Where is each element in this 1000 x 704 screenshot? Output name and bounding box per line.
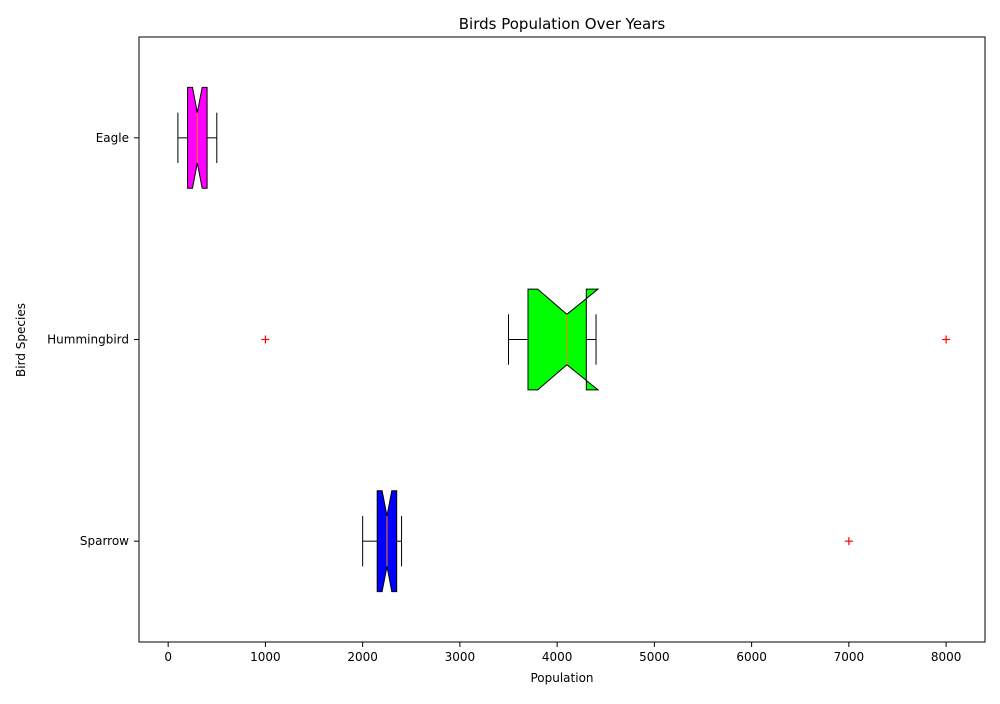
y-tick-label: Eagle (96, 131, 129, 145)
chart-title: Birds Population Over Years (459, 15, 666, 33)
x-tick-label: 0 (164, 650, 172, 664)
x-tick-label: 2000 (347, 650, 378, 664)
x-tick-label: 5000 (639, 650, 670, 664)
box-hummingbird (527, 288, 600, 391)
x-axis-title: Population (530, 671, 593, 685)
x-tick-label: 3000 (445, 650, 476, 664)
x-tick-label: 6000 (736, 650, 767, 664)
x-tick-label: 4000 (542, 650, 573, 664)
x-tick-label: 8000 (931, 650, 962, 664)
y-tick-label: Sparrow (80, 534, 129, 548)
x-tick-label: 1000 (250, 650, 281, 664)
x-tick-label: 7000 (834, 650, 865, 664)
plot-area: 0 1000 2000 3000 4000 5000 6000 7000 8000 Sparrow… (47, 36, 986, 664)
y-axis-title: Bird Species (14, 303, 28, 377)
y-tick-label: Hummingbird (47, 333, 129, 347)
